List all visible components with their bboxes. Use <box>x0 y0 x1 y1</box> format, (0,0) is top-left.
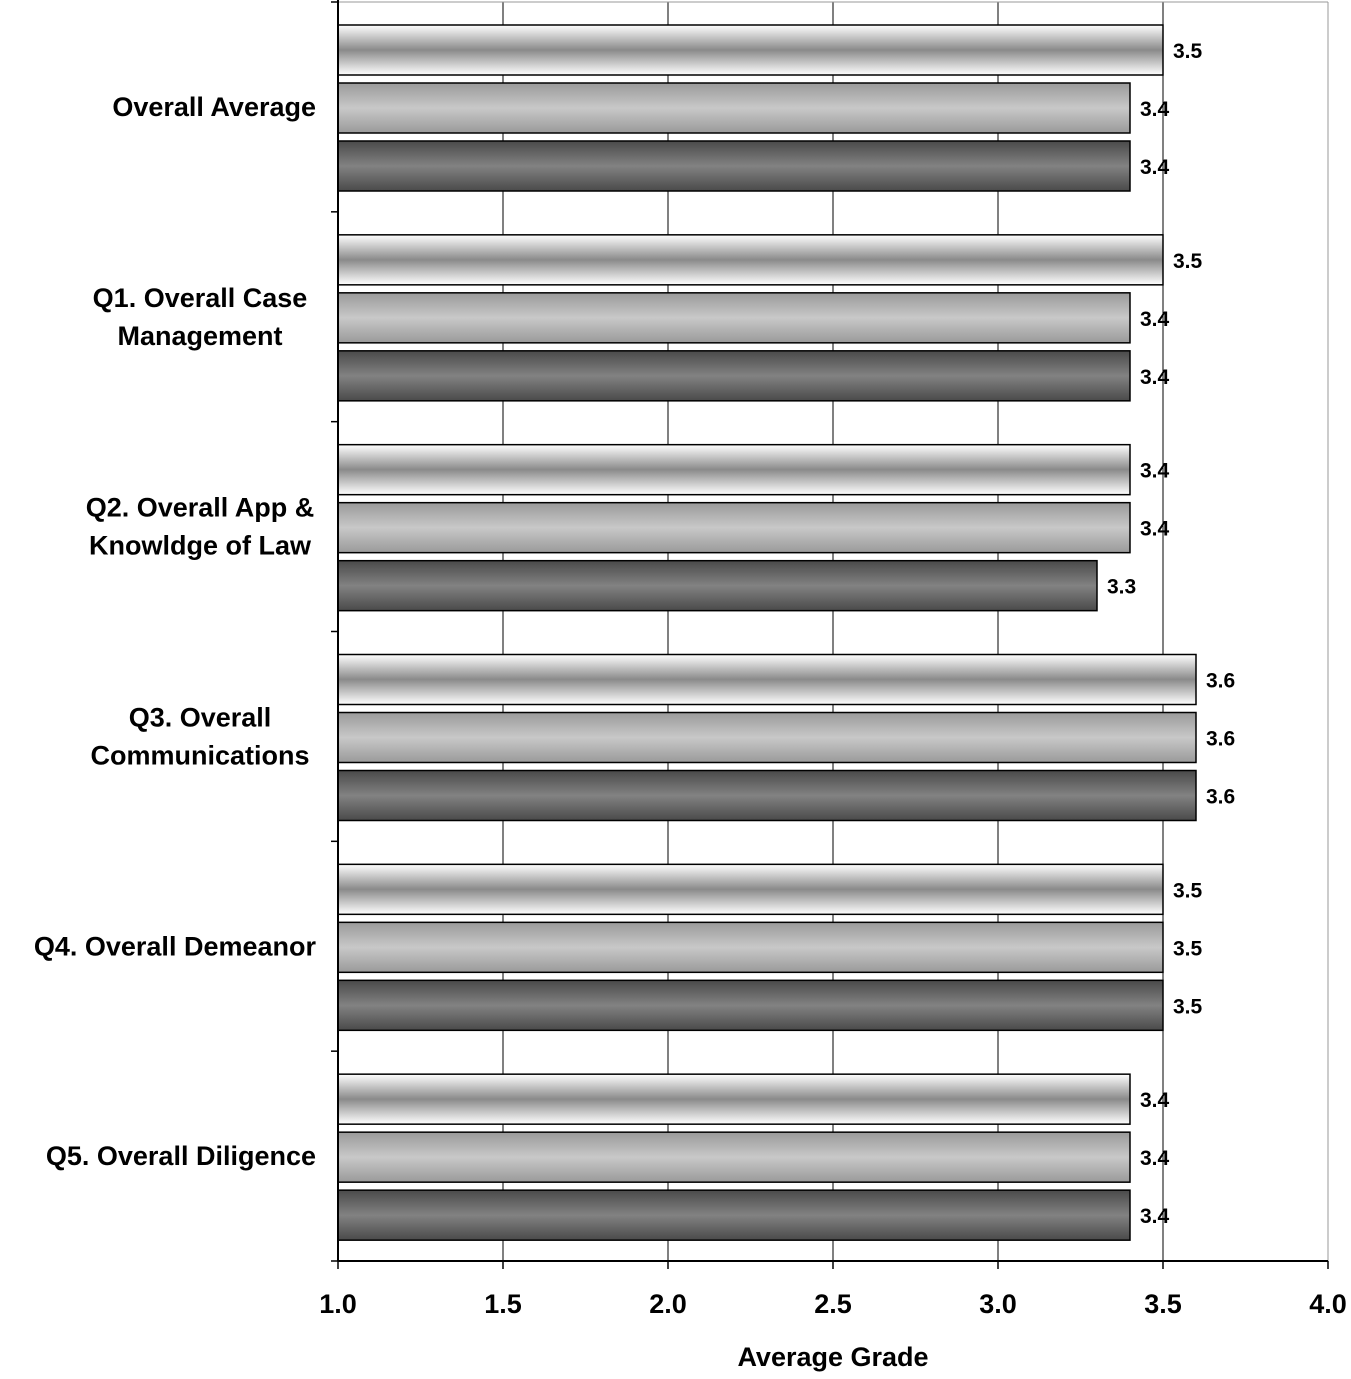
bar <box>337 1073 1131 1125</box>
x-tick-label: 4.0 <box>1309 1289 1347 1319</box>
x-tick-label: 3.5 <box>1144 1289 1182 1319</box>
category-label-line: Q4. Overall Demeanor <box>34 931 317 961</box>
data-label: 3.5 <box>1173 937 1203 960</box>
axes <box>331 0 1329 1269</box>
category-label: Q1. Overall Case Management <box>93 283 308 351</box>
bar <box>337 711 1197 764</box>
data-label: 3.4 <box>1140 1089 1170 1112</box>
bar <box>337 769 1197 822</box>
gridlines <box>337 1 1329 1261</box>
data-label: 3.4 <box>1140 308 1170 331</box>
bars <box>337 24 1197 1241</box>
data-label: 3.5 <box>1173 40 1203 63</box>
data-label: 3.5 <box>1173 995 1203 1018</box>
bar <box>337 1131 1131 1183</box>
data-label: 3.5 <box>1173 250 1203 273</box>
data-label: 3.4 <box>1140 518 1170 541</box>
category-label: Q4. Overall Demeanor <box>34 931 317 961</box>
bar <box>337 1189 1131 1241</box>
bar <box>337 443 1131 496</box>
x-tick-label: 2.0 <box>649 1289 687 1319</box>
category-label: Q5. Overall Diligence <box>46 1141 316 1171</box>
x-tick-label: 3.0 <box>979 1289 1017 1319</box>
data-label: 3.6 <box>1206 728 1235 751</box>
bar <box>337 82 1131 134</box>
category-label: Overall Average <box>112 92 316 122</box>
category-label-line: Q3. Overall <box>129 702 272 732</box>
x-axis-title: Average Grade <box>737 1342 928 1372</box>
data-label: 3.5 <box>1173 879 1203 902</box>
data-label: 3.6 <box>1206 786 1235 809</box>
category-label-line: Communications <box>90 740 309 770</box>
bar <box>337 350 1131 402</box>
labels: 1.0 1.5 2.0 2.5 3.0 3.5 4.0 3.5 3.5 3.4 3.6 3.5 3.4 3… <box>34 40 1347 1319</box>
bar <box>337 863 1164 916</box>
bar <box>337 24 1164 76</box>
x-tick-label: 2.5 <box>814 1289 852 1319</box>
category-label-line: Q2. Overall App & <box>86 493 315 523</box>
bar <box>337 292 1131 344</box>
category-label-line: Overall Average <box>112 92 316 122</box>
category-label-line: Management <box>117 321 282 351</box>
bar <box>337 234 1164 286</box>
data-label: 3.3 <box>1107 576 1136 599</box>
bar <box>337 921 1164 974</box>
data-label: 3.4 <box>1140 1205 1170 1228</box>
category-label: Q2. Overall App & Knowldge of Law <box>86 493 315 561</box>
x-tick-label: 1.0 <box>319 1289 357 1319</box>
bar <box>337 653 1197 706</box>
category-label: Q3. Overall Communications <box>90 702 309 770</box>
bar <box>337 559 1098 612</box>
data-label: 3.4 <box>1140 1147 1170 1170</box>
data-label: 3.4 <box>1140 366 1170 389</box>
data-label: 3.4 <box>1140 98 1170 121</box>
data-label: 3.4 <box>1140 156 1170 179</box>
data-label: 3.4 <box>1140 460 1170 483</box>
bar <box>337 501 1131 554</box>
category-label-line: Q5. Overall Diligence <box>46 1141 316 1171</box>
bar <box>337 140 1131 192</box>
category-label-line: Knowldge of Law <box>89 531 312 561</box>
bar <box>337 979 1164 1032</box>
category-label-line: Q1. Overall Case <box>93 283 308 313</box>
data-label: 3.6 <box>1206 670 1235 693</box>
x-tick-label: 1.5 <box>484 1289 522 1319</box>
